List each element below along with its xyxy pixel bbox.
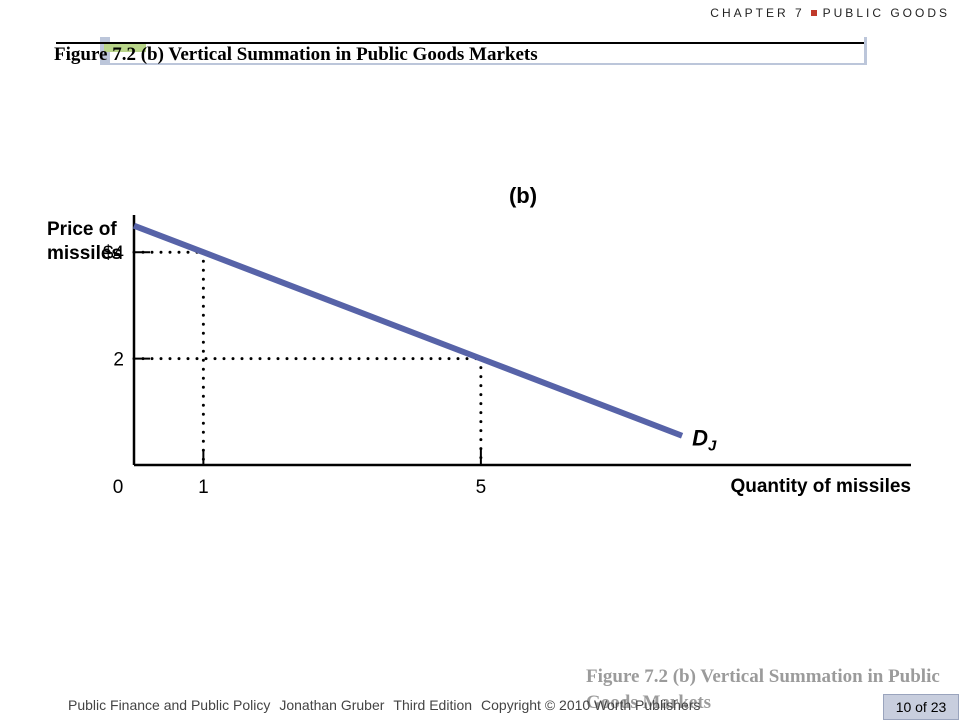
footer-author: Jonathan Gruber <box>279 697 385 713</box>
separator-square-icon <box>810 10 817 17</box>
y-tick-label: $4 <box>103 243 125 264</box>
page-indicator[interactable]: 10 of 23 <box>883 694 959 720</box>
panel-label: (b) <box>509 183 537 208</box>
x-axis-label: Quantity of missiles <box>730 476 911 497</box>
origin-label: 0 <box>113 477 124 498</box>
chapter-header: CHAPTER 7 PUBLIC GOODS <box>710 6 950 20</box>
title-rule <box>56 42 864 44</box>
series-group: DJ <box>132 222 717 455</box>
figure-title: Figure 7.2 (b) Vertical Summation in Pub… <box>54 44 538 65</box>
footer-copyright: Copyright © 2010 Worth Publishers <box>481 697 701 713</box>
y-axis-label-line2: missiles <box>47 243 122 264</box>
series-label: DJ <box>692 426 717 455</box>
ghost-figure-title: Figure 7.2 (b) Vertical Summation in Pub… <box>586 666 940 713</box>
guide-lines <box>132 250 483 467</box>
title-accent <box>104 42 146 52</box>
x-tick-label: 5 <box>476 477 487 498</box>
chapter-label: CHAPTER 7 <box>710 6 805 20</box>
x-tick-label: 1 <box>198 477 209 498</box>
title-bar <box>110 37 864 63</box>
footer-edition: Third Edition <box>393 697 473 713</box>
axis-ticks: $4 2 1 5 <box>103 243 486 498</box>
footer-book: Public Finance and Public Policy <box>68 697 271 713</box>
y-tick-label: 2 <box>113 350 124 371</box>
y-axis-label-line1: Price of <box>47 219 117 240</box>
chapter-subject: PUBLIC GOODS <box>822 6 950 20</box>
demand-curve-line <box>132 222 684 439</box>
footer: Public Finance and Public Policy Jonathan… <box>68 697 709 713</box>
